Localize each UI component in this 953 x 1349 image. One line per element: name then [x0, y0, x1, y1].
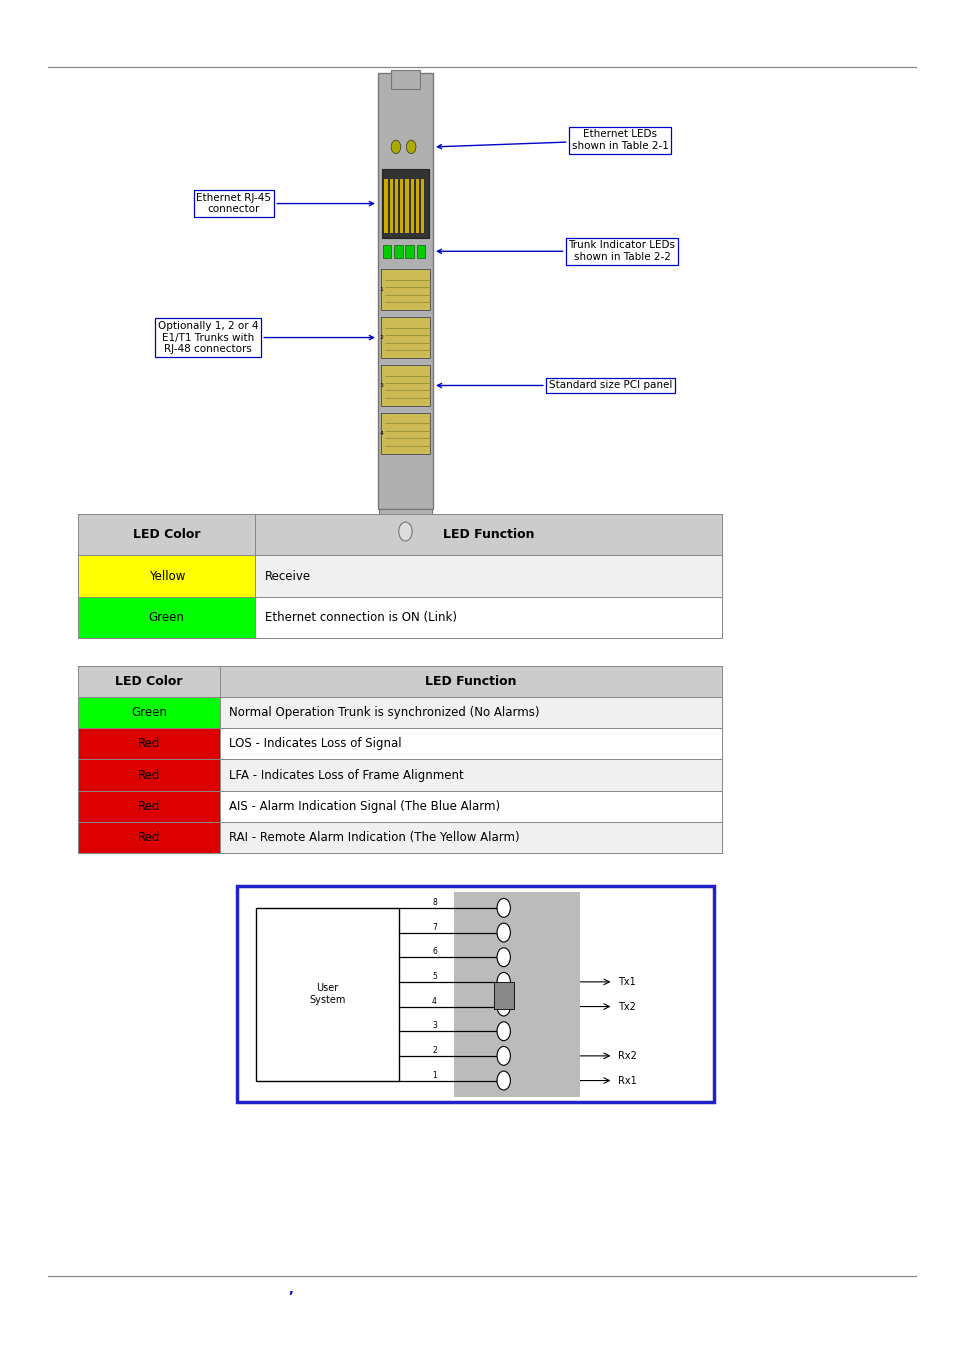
Bar — [405, 244, 414, 258]
Bar — [380, 413, 430, 455]
Bar — [78, 822, 220, 853]
Circle shape — [497, 1071, 510, 1090]
Text: Red: Red — [138, 800, 160, 812]
Text: Green: Green — [149, 611, 185, 623]
Circle shape — [391, 140, 400, 154]
Bar — [382, 244, 391, 258]
Bar — [78, 728, 220, 759]
Bar — [416, 244, 425, 258]
Bar — [416, 179, 418, 233]
Text: Tx1: Tx1 — [618, 977, 636, 987]
Text: LED Function: LED Function — [442, 529, 534, 541]
Text: Optionally 1, 2 or 4
E1/T1 Trunks with
RJ-48 connectors: Optionally 1, 2 or 4 E1/T1 Trunks with R… — [157, 321, 373, 355]
Circle shape — [497, 923, 510, 942]
Circle shape — [497, 898, 510, 917]
Circle shape — [497, 973, 510, 992]
Text: Red: Red — [138, 769, 160, 781]
Text: Red: Red — [138, 738, 160, 750]
Bar — [255, 596, 721, 638]
Bar — [220, 666, 721, 697]
Text: Yellow: Yellow — [149, 569, 185, 583]
Text: Ethernet connection is ON (Link): Ethernet connection is ON (Link) — [265, 611, 456, 623]
Bar — [78, 556, 255, 596]
Bar — [380, 364, 430, 406]
Bar — [220, 791, 721, 822]
Text: Red: Red — [138, 831, 160, 843]
Bar — [220, 728, 721, 759]
Text: 2: 2 — [432, 1045, 436, 1055]
Text: LED Color: LED Color — [115, 676, 183, 688]
Text: LED Function: LED Function — [425, 676, 517, 688]
Text: AIS - Alarm Indication Signal (The Blue Alarm): AIS - Alarm Indication Signal (The Blue … — [230, 800, 500, 812]
Bar — [78, 697, 220, 728]
Text: Ethernet LEDs
shown in Table 2-1: Ethernet LEDs shown in Table 2-1 — [437, 130, 668, 151]
Bar — [220, 822, 721, 853]
Bar — [78, 666, 220, 697]
Text: 5: 5 — [432, 973, 436, 981]
Text: RAI - Remote Alarm Indication (The Yellow Alarm): RAI - Remote Alarm Indication (The Yello… — [230, 831, 519, 843]
Bar — [395, 179, 397, 233]
Circle shape — [497, 948, 510, 967]
Bar — [380, 317, 430, 359]
Text: 6: 6 — [432, 947, 436, 956]
Text: Rx2: Rx2 — [618, 1051, 637, 1060]
Text: 7: 7 — [432, 923, 436, 932]
Text: LFA - Indicates Loss of Frame Alignment: LFA - Indicates Loss of Frame Alignment — [230, 769, 464, 781]
Text: User
System: User System — [309, 983, 345, 1005]
Circle shape — [497, 1021, 510, 1040]
Bar — [410, 179, 414, 233]
Text: LED Color: LED Color — [132, 529, 200, 541]
Bar — [405, 179, 408, 233]
Bar — [389, 179, 393, 233]
Circle shape — [406, 140, 416, 154]
Bar — [78, 514, 255, 556]
Text: LOS - Indicates Loss of Signal: LOS - Indicates Loss of Signal — [230, 738, 401, 750]
Bar — [391, 70, 419, 89]
Circle shape — [398, 522, 412, 541]
Text: Normal Operation Trunk is synchronized (No Alarms): Normal Operation Trunk is synchronized (… — [230, 707, 539, 719]
Bar — [377, 73, 433, 509]
Text: Trunk Indicator LEDs
shown in Table 2-2: Trunk Indicator LEDs shown in Table 2-2 — [437, 240, 675, 262]
Text: 8: 8 — [432, 898, 436, 907]
Bar — [378, 509, 432, 549]
Text: Receive: Receive — [265, 569, 311, 583]
Bar — [384, 179, 387, 233]
Text: 4: 4 — [379, 430, 383, 436]
Text: 3: 3 — [432, 1021, 436, 1031]
Text: Green: Green — [131, 707, 167, 719]
Text: 1: 1 — [379, 287, 383, 293]
Bar — [78, 791, 220, 822]
Bar — [255, 514, 721, 556]
Bar — [78, 596, 255, 638]
Bar — [78, 759, 220, 791]
Text: Rx1: Rx1 — [618, 1075, 637, 1086]
Text: 4: 4 — [432, 997, 436, 1005]
Bar — [381, 169, 429, 239]
Bar — [220, 759, 721, 791]
Bar — [380, 268, 430, 310]
Bar — [421, 179, 424, 233]
Bar — [399, 179, 403, 233]
Text: Ethernet RJ-45
connector: Ethernet RJ-45 connector — [196, 193, 373, 214]
Circle shape — [497, 1047, 510, 1066]
Circle shape — [497, 997, 510, 1016]
Text: 1: 1 — [432, 1071, 436, 1079]
Bar — [78, 514, 721, 638]
Bar — [494, 982, 514, 1009]
Text: 2: 2 — [379, 335, 383, 340]
Bar — [255, 908, 398, 1081]
Text: 3: 3 — [379, 383, 383, 389]
Text: Tx2: Tx2 — [618, 1001, 636, 1012]
Bar — [220, 697, 721, 728]
Bar — [454, 892, 579, 1097]
Bar — [394, 244, 402, 258]
Bar — [255, 556, 721, 596]
Text: Standard size PCI panel: Standard size PCI panel — [437, 380, 672, 390]
Bar — [236, 886, 713, 1102]
Text: ,: , — [289, 1283, 293, 1296]
Bar — [78, 666, 721, 853]
